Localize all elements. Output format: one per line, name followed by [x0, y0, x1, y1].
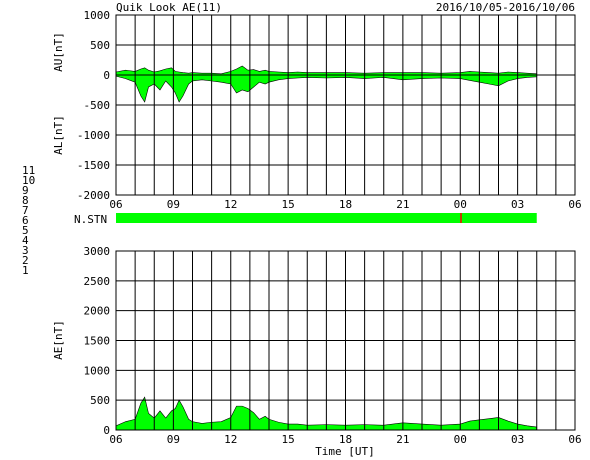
lower-y-tick-label: 1500 [84, 335, 111, 348]
station-bar [116, 213, 537, 223]
upper-y-tick-labels: 1000 500 0 -500 -1000 -1500 -2000 [77, 9, 110, 202]
upper-x-tick-label: 06 [568, 198, 581, 211]
station-legend-item: 10 [22, 174, 35, 187]
station-legend-item: 6 [22, 214, 29, 227]
lower-x-tick-label: 15 [282, 433, 295, 446]
lower-y-tick-label: 2500 [84, 275, 111, 288]
station-legend-item: 2 [22, 254, 29, 267]
lower-x-tick-label: 18 [339, 433, 352, 446]
station-fault-marker [460, 213, 462, 223]
station-legend-item: 4 [22, 234, 29, 247]
upper-y-tick-label: -500 [84, 99, 111, 112]
upper-y-tick-label: -1000 [77, 129, 110, 142]
upper-x-tick-label: 15 [282, 198, 295, 211]
station-legend-item: 11 [22, 164, 35, 177]
upper-x-tick-label: 18 [339, 198, 352, 211]
station-legend-item: 7 [22, 204, 29, 217]
upper-y-tick-label: 1000 [84, 9, 111, 22]
chart-title: Quik Look AE(11) [116, 1, 222, 14]
station-legend-item: 5 [22, 224, 29, 237]
upper-y-tick-label: 500 [90, 39, 110, 52]
lower-x-tick-label: 03 [511, 433, 524, 446]
station-coverage [116, 213, 537, 223]
upper-x-tick-label: 00 [454, 198, 467, 211]
station-bar-label: N.STN [74, 213, 107, 226]
lower-x-tick-label: 21 [396, 433, 409, 446]
lower-x-tick-label: 12 [224, 433, 237, 446]
lower-y-tick-label: 3000 [84, 245, 111, 258]
station-legend-item: 9 [22, 184, 29, 197]
upper-x-tick-label: 06 [109, 198, 122, 211]
upper-y-tick-label: 0 [103, 69, 110, 82]
lower-x-tick-label: 06 [109, 433, 122, 446]
date-range: 2016/10/05-2016/10/06 [436, 1, 575, 14]
lower-y-tick-labels: 3000 2500 2000 1500 1000 500 0 [84, 245, 111, 437]
lower-x-tick-label: 06 [568, 433, 581, 446]
ae-axis-label: AE[nT] [52, 320, 65, 360]
upper-x-tick-labels: 06 09 12 15 18 21 00 03 06 [109, 198, 581, 211]
upper-x-tick-label: 12 [224, 198, 237, 211]
lower-x-tick-label: 00 [454, 433, 467, 446]
upper-x-tick-label: 03 [511, 198, 524, 211]
al-axis-label: AL[nT] [52, 115, 65, 155]
lower-y-tick-label: 500 [90, 394, 110, 407]
upper-y-tick-label: -2000 [77, 189, 110, 202]
lower-panel-grid [115, 250, 576, 431]
x-axis-label: Time [UT] [315, 445, 375, 458]
upper-panel-grid [115, 14, 576, 196]
upper-x-tick-label: 21 [396, 198, 409, 211]
lower-x-tick-labels: 06 09 12 15 18 21 00 03 06 [109, 433, 581, 446]
lower-y-tick-label: 0 [103, 424, 110, 437]
station-legend-item: 1 [22, 264, 29, 277]
upper-x-tick-label: 09 [167, 198, 180, 211]
station-legend-item: 3 [22, 244, 29, 257]
au-axis-label: AU[nT] [52, 32, 65, 72]
lower-y-tick-label: 1000 [84, 364, 111, 377]
upper-frame [115, 14, 576, 196]
upper-y-tick-label: -1500 [77, 159, 110, 172]
lower-x-tick-label: 09 [167, 433, 180, 446]
station-legend-item: 8 [22, 194, 29, 207]
lower-frame [115, 250, 576, 431]
lower-y-tick-label: 2000 [84, 305, 111, 318]
